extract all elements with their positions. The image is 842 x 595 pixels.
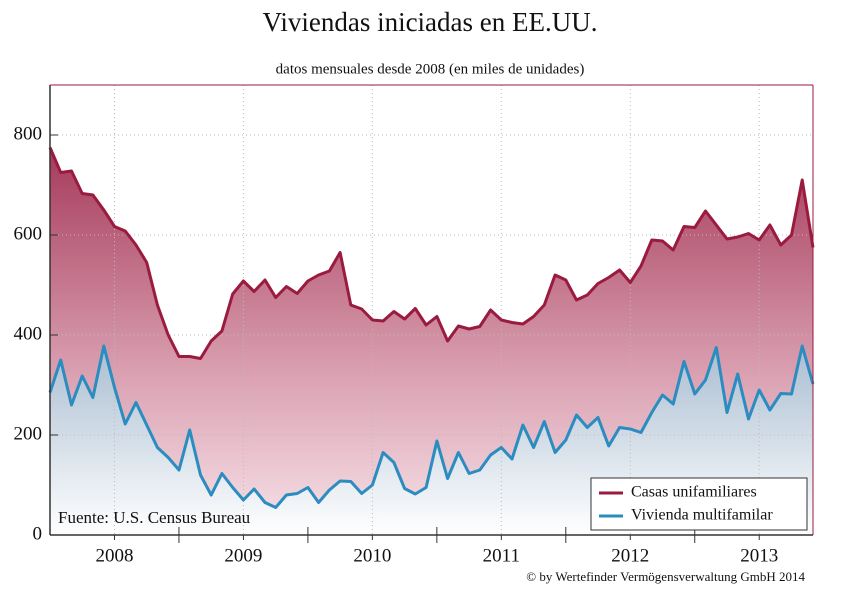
chart-title: Viviendas iniciadas en EE.UU. bbox=[262, 7, 597, 37]
series-line bbox=[48, 344, 815, 509]
y-tick-label: 400 bbox=[14, 323, 43, 344]
legend-label: Vivienda multifamilar bbox=[631, 507, 773, 524]
y-tick-label: 800 bbox=[14, 123, 43, 144]
chart-subtitle: datos mensuales desde 2008 (en miles de … bbox=[276, 61, 585, 77]
y-tick-label: 0 bbox=[33, 523, 43, 544]
copyright: © by Wertefinder Vermögensverwaltung Gmb… bbox=[526, 569, 805, 584]
x-tick-label: 2008 bbox=[95, 545, 133, 566]
x-tick-label: 2013 bbox=[740, 545, 778, 566]
x-tick-label: 2010 bbox=[353, 545, 391, 566]
legend-label: Casas unifamiliares bbox=[631, 484, 757, 501]
source: Fuente: U.S. Census Bureau bbox=[58, 508, 251, 527]
x-tick-label: 2012 bbox=[611, 545, 649, 566]
x-tick-label: 2011 bbox=[483, 545, 520, 566]
x-tick-label: 2009 bbox=[224, 545, 262, 566]
y-tick-label: 200 bbox=[14, 423, 43, 444]
series-line bbox=[48, 146, 815, 360]
y-tick-label: 600 bbox=[14, 223, 43, 244]
legend-box bbox=[590, 477, 808, 531]
